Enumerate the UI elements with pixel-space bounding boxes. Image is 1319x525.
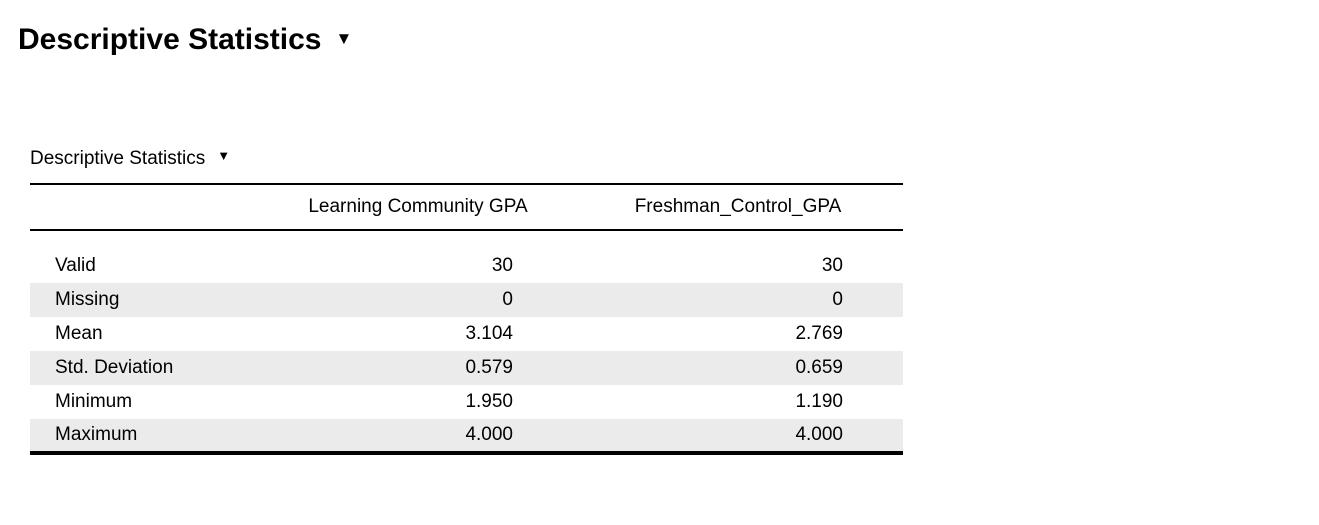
row-label-cell: Maximum [55, 424, 138, 445]
row-label-cell: Valid [55, 255, 96, 276]
value-cell: 3.104 [465, 323, 513, 344]
row-label-cell: Minimum [55, 391, 133, 412]
value-cell: 0.579 [465, 357, 513, 378]
table-title-label: Descriptive Statistics [30, 148, 206, 169]
row-label-cell: Missing [55, 289, 120, 310]
header-cell-variable-2: Freshman_Control_GPA [573, 183, 903, 231]
analysis-heading-label: Descriptive Statistics [18, 23, 322, 56]
header-cell-empty [30, 183, 263, 231]
table-row: Missing 0 0 [30, 283, 903, 317]
table-row: Maximum 4.000 4.000 [30, 419, 903, 453]
value-cell: 4.000 [465, 424, 513, 445]
value-cell: 0 [832, 289, 843, 310]
value-cell: 0.659 [795, 357, 843, 378]
value-cell: 30 [491, 255, 513, 276]
value-cell: 4.000 [795, 424, 843, 445]
table-row: Mean 3.104 2.769 [30, 317, 903, 351]
row-label-cell: Mean [55, 323, 103, 344]
value-cell: 2.769 [795, 323, 843, 344]
table-header-row: Learning Community GPA Freshman_Control_… [30, 183, 903, 231]
table-spacer-row [30, 230, 903, 249]
chevron-down-icon[interactable]: ▼ [217, 148, 231, 163]
value-cell: 30 [821, 255, 843, 276]
value-cell: 0 [502, 289, 513, 310]
chevron-down-icon[interactable]: ▼ [335, 29, 353, 48]
value-cell: 1.950 [465, 391, 513, 412]
table-title[interactable]: Descriptive Statistics ▼ [30, 144, 230, 171]
table-row: Std. Deviation 0.579 0.659 [30, 351, 903, 385]
descriptive-statistics-table: Learning Community GPA Freshman_Control_… [30, 183, 903, 455]
analysis-heading[interactable]: Descriptive Statistics ▼ [18, 21, 352, 58]
table-row: Valid 30 30 [30, 249, 903, 283]
table-row: Minimum 1.950 1.190 [30, 385, 903, 419]
row-label-cell: Std. Deviation [55, 357, 174, 378]
header-cell-variable-1: Learning Community GPA [263, 183, 573, 231]
value-cell: 1.190 [795, 391, 843, 412]
